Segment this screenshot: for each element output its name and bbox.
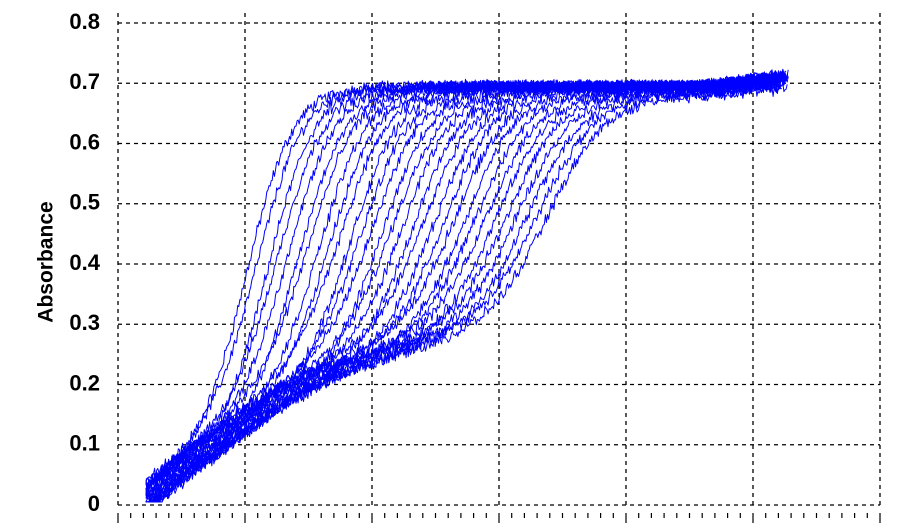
y-tick-label: 0.5	[69, 190, 100, 215]
y-tick-label: 0.2	[69, 370, 100, 395]
y-tick-labels: 0 0.1 0.2 0.3 0.4 0.5 0.6 0.7 0.8	[69, 9, 100, 516]
y-tick-label: 0.8	[69, 9, 100, 34]
y-tick-label: 0.4	[69, 250, 100, 275]
series-group	[145, 68, 789, 503]
y-tick-label: 0.3	[69, 310, 100, 335]
y-tick-label: 0.7	[69, 69, 100, 94]
y-axis-title: Absorbance	[35, 201, 58, 322]
y-tick-label: 0.6	[69, 129, 100, 154]
x-axis-ticks	[117, 513, 881, 523]
y-tick-label: 0	[88, 491, 100, 516]
series-line	[145, 84, 775, 503]
y-tick-label: 0.1	[69, 431, 100, 456]
